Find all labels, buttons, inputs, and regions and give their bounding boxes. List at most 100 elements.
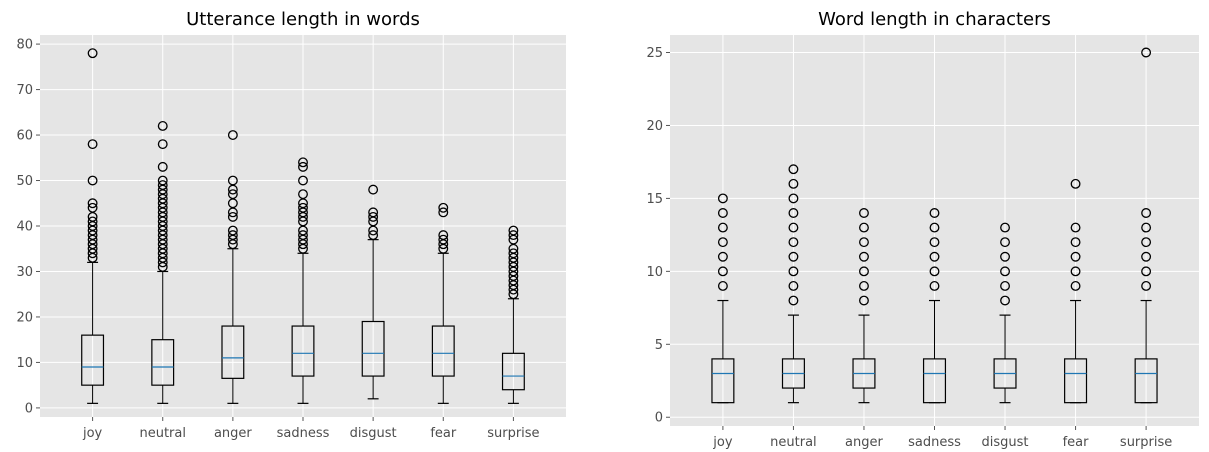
iqr-box bbox=[361, 320, 385, 377]
outlier-point bbox=[717, 251, 728, 262]
outlier-point bbox=[717, 208, 728, 218]
outlier-point bbox=[929, 237, 940, 248]
box-anger bbox=[221, 130, 245, 404]
outlier-point bbox=[227, 175, 238, 186]
outlier-point bbox=[788, 178, 799, 189]
x-tick-label: disgust bbox=[350, 426, 397, 441]
box-surprise bbox=[1134, 47, 1158, 404]
outlier-point bbox=[859, 208, 869, 218]
outlier-point bbox=[1141, 47, 1152, 58]
outlier-point bbox=[1141, 280, 1152, 291]
x-tick-label: anger bbox=[845, 435, 883, 450]
outlier-point bbox=[438, 202, 449, 213]
outlier-point bbox=[438, 234, 449, 245]
outlier-point bbox=[508, 225, 519, 236]
chart-title: Word length in characters bbox=[818, 9, 1051, 30]
outlier-point bbox=[788, 266, 799, 277]
iqr-box bbox=[221, 325, 245, 379]
x-tick-label: neutral bbox=[770, 435, 817, 450]
y-tick-label: 10 bbox=[16, 356, 33, 371]
outlier-point bbox=[859, 251, 869, 262]
x-tick-label: neutral bbox=[139, 426, 186, 441]
box-fear bbox=[1064, 178, 1088, 404]
outlier-point bbox=[227, 189, 238, 200]
x-tick-label: disgust bbox=[982, 435, 1029, 450]
outlier-point bbox=[717, 280, 728, 291]
y-tick-label: 60 bbox=[16, 129, 33, 144]
outlier-point bbox=[788, 222, 799, 233]
outlier-point bbox=[1070, 178, 1081, 189]
outlier-point bbox=[1000, 280, 1010, 291]
word-length-chart: 0 5 10 15 20 25 joy neutral anger sadness disgust… bbox=[646, 9, 1199, 450]
outlier-point bbox=[717, 266, 728, 277]
outlier-point bbox=[298, 161, 308, 172]
outlier-point bbox=[87, 202, 98, 213]
utterance-length-chart: 0 10 20 30 40 50 60 70 80 joy neutral anger sadness… bbox=[16, 9, 566, 441]
outlier-point bbox=[368, 207, 379, 218]
outlier-point bbox=[1000, 295, 1010, 306]
outlier-point bbox=[1070, 237, 1081, 248]
outlier-point bbox=[788, 251, 799, 262]
outlier-point bbox=[1000, 266, 1010, 277]
y-tick-label: 0 bbox=[655, 411, 663, 426]
x-tick-label: joy bbox=[712, 435, 733, 450]
outlier-point bbox=[508, 248, 519, 259]
outlier-point bbox=[157, 180, 168, 191]
box-fear bbox=[431, 202, 455, 404]
y-tick-label: 10 bbox=[646, 265, 663, 280]
outlier-point bbox=[1141, 222, 1152, 233]
x-tick-label: sadness bbox=[277, 426, 330, 441]
outlier-point bbox=[298, 175, 308, 186]
outlier-point bbox=[1141, 237, 1152, 248]
outlier-point bbox=[859, 222, 869, 233]
outlier-point bbox=[859, 280, 869, 291]
outlier-point bbox=[227, 130, 238, 140]
y-tick-label: 70 bbox=[16, 83, 33, 98]
outlier-point bbox=[508, 230, 519, 241]
outlier-point bbox=[298, 157, 308, 168]
y-tick-label: 25 bbox=[646, 46, 663, 61]
outlier-point bbox=[717, 222, 728, 233]
box-neutral bbox=[151, 121, 175, 404]
box-sadness bbox=[291, 157, 315, 404]
outlier-point bbox=[157, 121, 168, 131]
iqr-box bbox=[1134, 358, 1158, 404]
outlier-point bbox=[298, 202, 308, 213]
iqr-box bbox=[291, 325, 315, 377]
box-disgust bbox=[361, 184, 385, 400]
outlier-point bbox=[157, 161, 168, 172]
y-tick-label: 50 bbox=[16, 174, 33, 189]
box-surprise bbox=[501, 225, 525, 404]
y-tick-label: 40 bbox=[16, 220, 33, 235]
outlier-point bbox=[929, 266, 940, 277]
outlier-point bbox=[859, 295, 869, 306]
outlier-point bbox=[1000, 222, 1010, 233]
x-tick-label: surprise bbox=[1120, 435, 1172, 450]
x-tick-label: surprise bbox=[487, 426, 539, 441]
outlier-point bbox=[788, 164, 799, 175]
outlier-point bbox=[87, 198, 98, 209]
outlier-point bbox=[227, 230, 238, 241]
iqr-box bbox=[81, 334, 105, 386]
outlier-point bbox=[438, 230, 449, 241]
y-tick-label: 20 bbox=[16, 310, 33, 325]
outlier-point bbox=[368, 211, 379, 222]
outlier-point bbox=[1070, 251, 1081, 262]
outlier-point bbox=[157, 139, 168, 150]
outlier-point bbox=[788, 295, 799, 306]
chart-title: Utterance length in words bbox=[186, 9, 420, 30]
outlier-point bbox=[717, 193, 728, 204]
box-joy bbox=[711, 193, 735, 404]
outlier-point bbox=[298, 189, 308, 200]
outlier-point bbox=[1000, 237, 1010, 248]
outlier-point bbox=[87, 175, 98, 186]
outlier-point bbox=[929, 251, 940, 262]
outlier-point bbox=[1141, 208, 1152, 218]
outlier-point bbox=[929, 222, 940, 233]
iqr-box bbox=[151, 339, 175, 386]
outlier-point bbox=[859, 266, 869, 277]
outlier-point bbox=[929, 208, 940, 218]
outlier-point bbox=[788, 237, 799, 248]
y-tick-label: 20 bbox=[646, 119, 663, 134]
outlier-point bbox=[87, 216, 98, 227]
